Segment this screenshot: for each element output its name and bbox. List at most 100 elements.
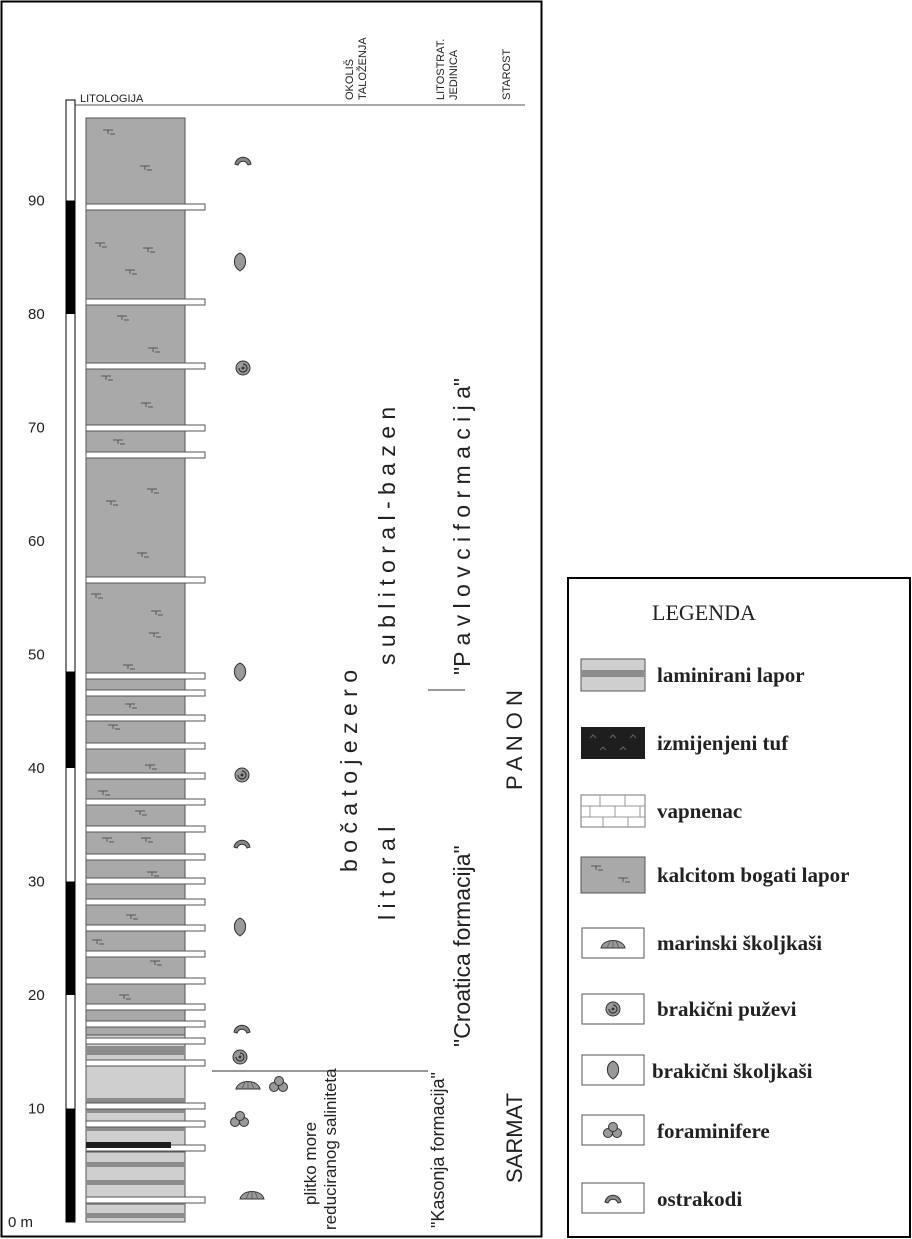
- limestone-bed: [85, 1020, 206, 1028]
- dark-lamina: [86, 1108, 185, 1113]
- limestone-bed: [85, 742, 206, 750]
- header-environment-2: TALOŽENJA: [356, 37, 369, 100]
- environment-shallow-sea-label: plitko more: [301, 1122, 320, 1205]
- brackish-gastropod-icon: [232, 1049, 248, 1065]
- limestone-bed: [85, 298, 206, 306]
- marine-bivalve-box: [581, 927, 645, 959]
- limestone-bed: [85, 362, 206, 370]
- unit-croatica-label: "Croatica formacija": [449, 845, 475, 1047]
- limestone-bed: [85, 1196, 206, 1204]
- legend: LEGENDA laminirani lapor izmijenjeni tuf…: [567, 577, 911, 1238]
- ostracod-icon: [233, 839, 251, 849]
- limestone-bed: [85, 825, 206, 833]
- limestone-bed: [85, 1102, 206, 1110]
- limestone-bed: [85, 1120, 206, 1128]
- depth-zero-label: 0 m: [8, 1214, 33, 1231]
- limestone-bed: [85, 977, 206, 985]
- tuff-layer: [86, 1142, 171, 1148]
- ostracod-icon: [234, 156, 252, 166]
- limestone-bed: [85, 924, 206, 932]
- legend-title: LEGENDA: [652, 600, 756, 625]
- marine-bivalve-icon: [239, 1190, 265, 1200]
- scale-bar-black-segment: [66, 1108, 75, 1222]
- depth-tick-label: 60: [28, 533, 45, 550]
- column-figure-frame: [0, 0, 543, 1238]
- limestone-bed: [85, 714, 206, 722]
- brackish-bivalve-icon: [233, 252, 247, 272]
- limestone-bed: [85, 772, 206, 780]
- header-age: STAROST: [501, 49, 513, 100]
- limestone-bed: [85, 1059, 206, 1067]
- dark-lamina: [86, 1180, 185, 1185]
- limestone-bed: [85, 1003, 206, 1011]
- limestone-bed: [85, 451, 206, 459]
- header-lithostrat-1: LITOSTRAT.: [435, 39, 447, 100]
- brackish-gastropod-icon: [234, 767, 250, 783]
- altered-tuff-swatch: [581, 727, 645, 759]
- header-environment-1: OKOLIŠ: [343, 59, 356, 100]
- foraminifera-icon: [269, 1076, 288, 1092]
- brackish-gastropod-icon: [235, 360, 251, 376]
- depth-tick-labels: 10 20 30 40 50 60 70 80 90: [28, 193, 45, 1118]
- legend-label: foraminifere: [657, 1119, 770, 1143]
- age-sarmat-label: SARMAT: [502, 1093, 527, 1183]
- legend-label: brakični školjkaši: [652, 1059, 813, 1083]
- header-lithostrat-2: JEDINICA: [448, 49, 460, 100]
- limestone-bed: [85, 424, 206, 432]
- limestone-bed: [85, 877, 206, 885]
- depth-tick-label: 20: [28, 987, 45, 1004]
- limestone-swatch: [580, 794, 646, 828]
- brackish-gastropod-icon: [605, 1001, 621, 1017]
- depth-tick-label: 40: [28, 760, 45, 777]
- header-lithology: LITOLOGIJA: [80, 93, 144, 105]
- fossil-symbols: [230, 156, 288, 1200]
- dark-lamina: [86, 1162, 185, 1167]
- dark-lamina: [86, 1126, 185, 1131]
- legend-label: brakični puževi: [657, 997, 797, 1021]
- dark-lamina: [86, 1046, 185, 1051]
- scale-bar-black-segment: [66, 671, 75, 768]
- limestone-bed: [85, 1037, 206, 1045]
- calcite-rich-marl-swatch: [580, 856, 646, 894]
- limestone-bed: [85, 203, 206, 211]
- limestone-bed: [85, 950, 206, 958]
- dark-lamina: [86, 1050, 185, 1055]
- environment-reduced-salinity-label: reduciranog saliniteta: [321, 1068, 340, 1230]
- depth-tick-label: 50: [28, 647, 45, 664]
- ostracod-icon: [233, 1024, 251, 1034]
- depth-tick-label: 70: [28, 420, 45, 437]
- marine-bivalve-icon: [235, 1080, 261, 1090]
- depth-tick-label: 90: [28, 193, 45, 210]
- age-panon-label: P A N O N: [502, 690, 527, 790]
- environment-littoral-label: l i t o r a l: [374, 827, 400, 920]
- legend-label: ostrakodi: [657, 1187, 742, 1211]
- limestone-bed: [85, 898, 206, 906]
- marl-body: [85, 117, 186, 1153]
- legend-label: marinski školjkaši: [657, 931, 822, 955]
- depth-tick-label: 10: [28, 1101, 45, 1118]
- dark-lamina: [86, 1213, 185, 1218]
- legend-label: laminirani lapor: [657, 663, 805, 687]
- environment-basin-label: s u b l i t o r a l - b a z e n: [374, 407, 400, 665]
- limestone-bed: [85, 576, 206, 584]
- lithology-column: [85, 117, 206, 1223]
- limestone-bed: [85, 798, 206, 806]
- unit-pavlovci-label: "P a v l o v c i f o r m a c i j a": [449, 378, 475, 675]
- scale-bar-black-segment: [66, 881, 75, 995]
- foraminifera-icon: [230, 1111, 249, 1127]
- environment-lake-label: b o č a t o j e z e r o: [336, 670, 362, 872]
- depth-tick-label: 80: [28, 306, 45, 323]
- legend-label: vapnenac: [657, 799, 742, 823]
- brackish-bivalve-icon: [233, 917, 247, 937]
- depth-tick-label: 30: [28, 874, 45, 891]
- legend-label: izmijenjeni tuf: [657, 731, 789, 755]
- depth-scale-bar: [65, 99, 76, 1223]
- limestone-bed: [85, 853, 206, 861]
- scale-bar-black-segment: [66, 200, 75, 314]
- brackish-bivalve-icon: [233, 662, 247, 682]
- legend-label: kalcitom bogati lapor: [657, 863, 850, 887]
- limestone-bed: [85, 689, 206, 697]
- unit-kasonja-label: "Kasonja formacija": [428, 1072, 448, 1228]
- limestone-bed: [85, 672, 206, 680]
